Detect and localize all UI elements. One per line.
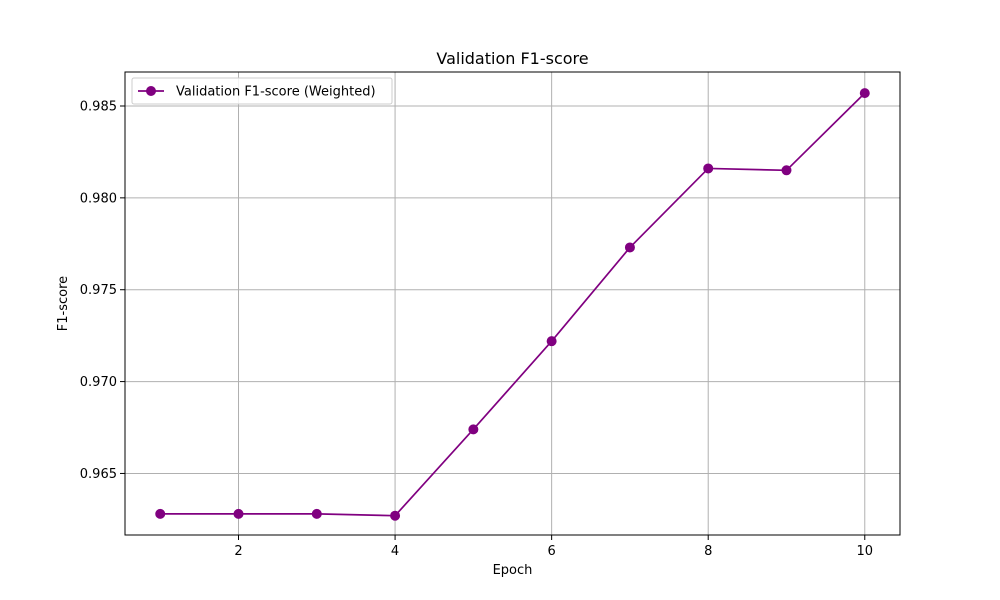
data-point [546, 336, 557, 347]
x-tick-label: 10 [856, 544, 873, 559]
y-tick-label: 0.980 [80, 191, 117, 206]
x-tick-label: 6 [548, 544, 556, 559]
grid [125, 72, 900, 535]
legend: Validation F1-score (Weighted) [131, 77, 393, 105]
x-tick-label: 4 [391, 544, 399, 559]
data-point [155, 508, 166, 519]
series-line [160, 92, 866, 517]
legend-series-label: Validation F1-score (Weighted) [176, 85, 376, 100]
series-layer [155, 88, 870, 521]
data-point [468, 424, 479, 435]
x-tick-label: 2 [234, 544, 242, 559]
data-point [233, 508, 244, 519]
plot-frame [124, 71, 901, 536]
data-point [703, 163, 714, 174]
data-point [624, 242, 635, 253]
y-tick-label: 0.965 [80, 467, 117, 482]
data-point [859, 88, 870, 99]
y-axis-ticks: 0.965 0.970 0.975 0.980 0.985 [80, 99, 125, 482]
data-point [311, 508, 322, 519]
x-tick-label: 8 [704, 544, 712, 559]
data-point [390, 510, 401, 521]
plot-background [125, 72, 900, 535]
plot-area [124, 71, 901, 536]
y-axis-label: F1-score [56, 276, 71, 331]
x-axis-label: Epoch [493, 563, 533, 578]
legend-box [131, 77, 393, 105]
legend-marker-swatch [146, 86, 156, 96]
y-tick-label: 0.975 [80, 283, 117, 298]
y-tick-label: 0.985 [80, 99, 117, 114]
chart-title: Validation F1-score [436, 49, 588, 68]
y-tick-label: 0.970 [80, 375, 117, 390]
data-point [781, 165, 792, 176]
x-axis-ticks: 2 4 6 8 10 [234, 535, 873, 559]
